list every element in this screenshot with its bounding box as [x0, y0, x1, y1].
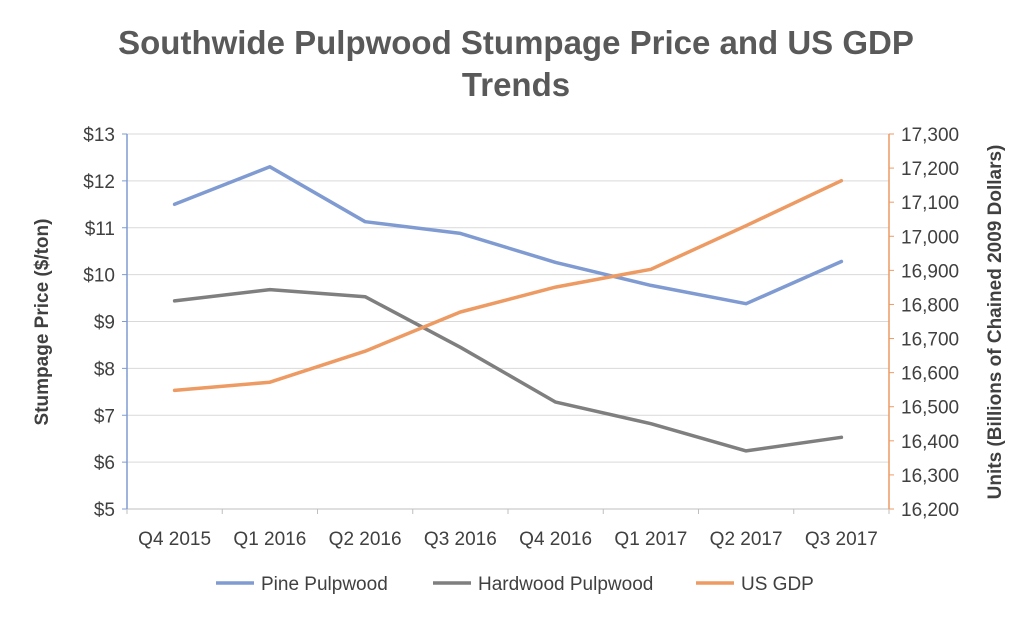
y-axis-right-label: Units (Billions of Chained 2009 Dollars) — [985, 145, 1006, 500]
series-line-us-gdp — [172, 178, 844, 393]
y-axis-right-tick-label: 16,400 — [901, 432, 959, 453]
y-axis-right-tick-label: 17,100 — [901, 193, 959, 214]
chart-title-line-1: Southwide Pulpwood Stumpage Price and US… — [118, 24, 914, 61]
y-axis-right-tick-label: 16,800 — [901, 295, 959, 316]
y-axis-left-tick-label: $13 — [83, 125, 115, 146]
y-axis-right-tick-label: 16,300 — [901, 466, 959, 487]
y-axis-right-tick-label: 17,200 — [901, 159, 959, 180]
y-axis-right-tick-label: 16,600 — [901, 364, 959, 385]
y-axis-right-tick-label: 17,000 — [901, 227, 959, 248]
chart-title-line-2: Trends — [462, 66, 570, 103]
x-axis-tick-label: Q3 2016 — [424, 529, 497, 550]
y-axis-left-tick-label: $10 — [83, 266, 115, 287]
legend-label-hardwood-pulpwood: Hardwood Pulpwood — [478, 574, 653, 595]
y-axis-left-label: Stumpage Price ($/ton) — [32, 219, 53, 426]
legend-label-us-gdp: US GDP — [741, 574, 814, 595]
y-axis-right-tick-label: 16,900 — [901, 261, 959, 282]
y-axis-left-tick-label: $8 — [94, 359, 115, 380]
x-axis-tick-label: Q1 2017 — [614, 529, 687, 550]
legend: Pine Pulpwood Hardwood Pulpwood US GDP — [216, 574, 814, 595]
x-axis-tick-label: Q4 2015 — [138, 529, 211, 550]
x-axis-tick-label: Q3 2017 — [805, 529, 878, 550]
y-axis-right-tick-label: 16,200 — [901, 500, 959, 521]
gridlines — [127, 133, 889, 510]
y-axis-left-tick-label: $5 — [94, 500, 115, 521]
x-axis-tick-label: Q1 2016 — [233, 529, 306, 550]
y-axis-right-tick-label: 17,300 — [901, 125, 959, 146]
series-line-pine-pulpwood — [172, 165, 844, 306]
axes — [122, 133, 894, 514]
x-axis-tick-label: Q2 2016 — [329, 529, 402, 550]
series-lines — [172, 165, 844, 453]
y-axis-right-tick-label: 16,500 — [901, 398, 959, 419]
series-line-hardwood-pulpwood — [172, 287, 844, 453]
y-axis-left-tick-label: $11 — [85, 219, 115, 240]
y-axis-left-tick-label: $7 — [94, 406, 115, 427]
x-axis-tick-label: Q4 2016 — [519, 529, 592, 550]
y-axis-left-tick-label: $6 — [94, 453, 115, 474]
y-axis-left-tick-label: $12 — [83, 172, 115, 193]
y-axis-right-tick-label: 16,700 — [901, 330, 959, 351]
tick-labels: $5 $6 $7 $8 $9 $10 $11 $12 $13 16,200 16,300 16,400… — [83, 125, 959, 550]
x-axis-tick-label: Q2 2017 — [710, 529, 783, 550]
y-axis-left-tick-label: $9 — [94, 313, 115, 334]
legend-label-pine-pulpwood: Pine Pulpwood — [261, 574, 388, 595]
